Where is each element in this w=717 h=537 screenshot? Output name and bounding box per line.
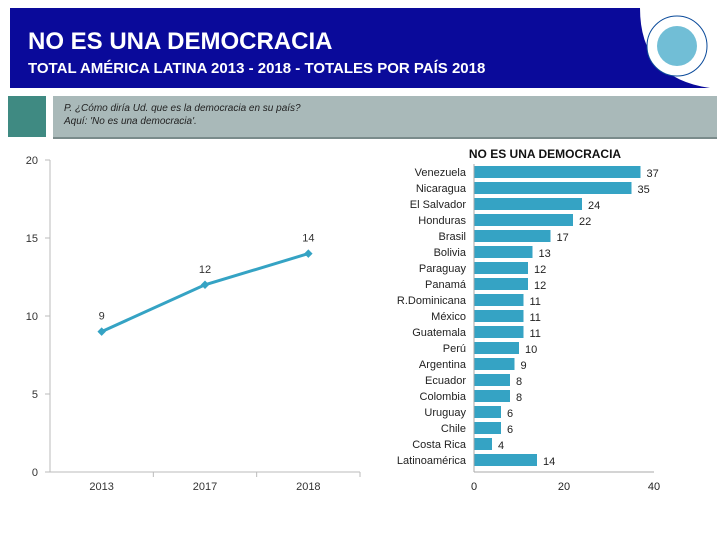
category-label: El Salvador bbox=[410, 199, 467, 211]
category-label: R.Dominicana bbox=[397, 295, 467, 307]
question-note: Aquí: 'No es una democracia'. bbox=[64, 116, 197, 127]
bar bbox=[474, 390, 510, 402]
bar bbox=[474, 374, 510, 386]
category-label: Uruguay bbox=[424, 407, 466, 419]
bar bbox=[474, 294, 524, 306]
category-label: Argentina bbox=[419, 359, 467, 371]
bar bbox=[474, 198, 582, 210]
bar bbox=[474, 422, 501, 434]
y-tick-label: 10 bbox=[26, 311, 38, 323]
bar bbox=[474, 166, 641, 178]
bar-value-label: 11 bbox=[530, 328, 541, 340]
question-text: P. ¿Cómo diría Ud. que es la democracia … bbox=[64, 103, 301, 114]
category-label: Bolivia bbox=[434, 247, 467, 259]
category-label: Chile bbox=[441, 423, 466, 435]
category-label: Guatemala bbox=[412, 327, 467, 339]
bar-value-label: 37 bbox=[647, 168, 659, 180]
bar bbox=[474, 310, 524, 322]
y-tick-label: 0 bbox=[32, 467, 38, 479]
teal-marker bbox=[8, 96, 46, 137]
data-point bbox=[97, 327, 106, 336]
bar bbox=[474, 342, 519, 354]
bar bbox=[474, 246, 533, 258]
question-band bbox=[53, 96, 717, 139]
category-label: Costa Rica bbox=[412, 439, 467, 451]
category-label: Latinoamérica bbox=[397, 455, 467, 467]
x-tick-label: 2013 bbox=[89, 481, 113, 493]
latinobarometro-logo bbox=[646, 15, 708, 77]
bar-value-label: 17 bbox=[557, 232, 569, 244]
data-label: 14 bbox=[302, 233, 314, 245]
data-point bbox=[304, 249, 313, 258]
bar-value-label: 9 bbox=[521, 360, 527, 372]
bar bbox=[474, 214, 573, 226]
data-label: 12 bbox=[199, 264, 211, 276]
bar bbox=[474, 438, 492, 450]
category-label: Colombia bbox=[420, 391, 467, 403]
bar bbox=[474, 326, 524, 338]
bar-value-label: 6 bbox=[507, 424, 513, 436]
bar-value-label: 14 bbox=[543, 456, 555, 468]
bar bbox=[474, 230, 551, 242]
bar bbox=[474, 406, 501, 418]
bar-chart-title: NO ES UNA DEMOCRACIA bbox=[469, 147, 622, 161]
bar-value-label: 11 bbox=[530, 296, 541, 308]
bar-value-label: 11 bbox=[530, 312, 541, 324]
category-label: México bbox=[431, 311, 466, 323]
bar-value-label: 10 bbox=[525, 344, 537, 356]
category-label: Venezuela bbox=[415, 167, 467, 179]
bar-value-label: 12 bbox=[534, 280, 546, 292]
category-label: Nicaragua bbox=[416, 183, 467, 195]
y-tick-label: 5 bbox=[32, 389, 38, 401]
category-label: Perú bbox=[443, 343, 466, 355]
bar-value-label: 4 bbox=[498, 440, 504, 452]
bar-value-label: 24 bbox=[588, 200, 600, 212]
bar-x-tick-label: 20 bbox=[558, 481, 570, 493]
category-label: Brasil bbox=[438, 231, 466, 243]
bar-value-label: 22 bbox=[579, 216, 591, 228]
bar-value-label: 35 bbox=[638, 184, 650, 196]
data-point bbox=[200, 280, 210, 290]
bar-value-label: 13 bbox=[539, 248, 551, 260]
bar bbox=[474, 454, 537, 466]
category-label: Honduras bbox=[418, 215, 466, 227]
x-tick-label: 2018 bbox=[296, 481, 320, 493]
bar-value-label: 8 bbox=[516, 376, 522, 388]
bar bbox=[474, 278, 528, 290]
header-banner bbox=[10, 8, 710, 88]
bar-value-label: 12 bbox=[534, 264, 546, 276]
bar bbox=[474, 262, 528, 274]
category-label: Paraguay bbox=[419, 263, 467, 275]
bar bbox=[474, 182, 632, 194]
bar-x-tick-label: 40 bbox=[648, 481, 660, 493]
category-label: Panamá bbox=[425, 279, 467, 291]
bar bbox=[474, 358, 515, 370]
y-tick-label: 20 bbox=[26, 155, 38, 167]
data-label: 9 bbox=[99, 311, 105, 323]
bar-value-label: 6 bbox=[507, 408, 513, 420]
bar-x-tick-label: 0 bbox=[471, 481, 477, 493]
x-tick-label: 2017 bbox=[193, 481, 217, 493]
y-tick-label: 15 bbox=[26, 233, 38, 245]
category-label: Ecuador bbox=[425, 375, 466, 387]
page-subtitle: TOTAL AMÉRICA LATINA 2013 - 2018 - TOTAL… bbox=[28, 60, 486, 77]
bar-value-label: 8 bbox=[516, 392, 522, 404]
page-title: NO ES UNA DEMOCRACIA bbox=[28, 28, 333, 55]
